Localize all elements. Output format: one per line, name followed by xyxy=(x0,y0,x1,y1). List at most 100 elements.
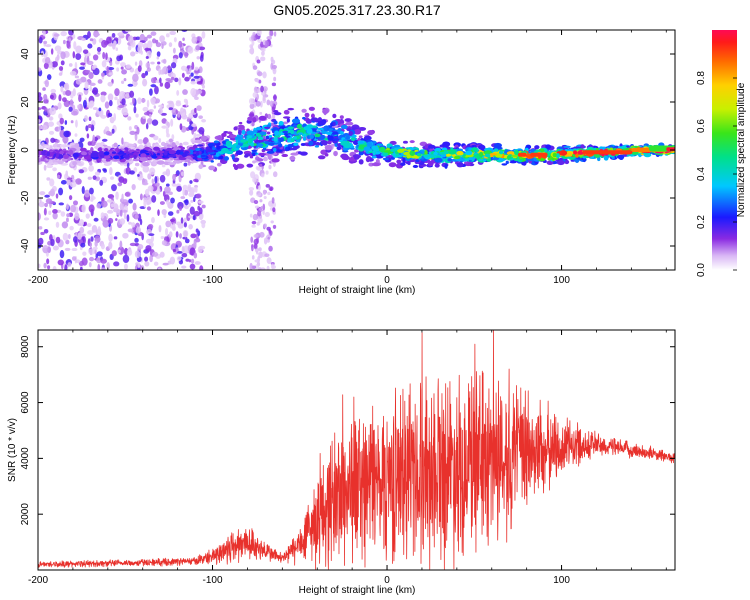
spectrogram-ridge-cell xyxy=(122,154,130,159)
spectrogram-noise-cell xyxy=(145,62,151,69)
spectrogram-noise-cell xyxy=(108,72,114,76)
x-tick-label: 0 xyxy=(384,275,390,286)
spectrogram-noise-cell xyxy=(172,173,176,181)
spectrogram-noise-cell xyxy=(134,82,138,86)
spectrogram-noise-cell xyxy=(108,233,113,242)
spectrogram-noise-cell xyxy=(257,210,262,217)
spectrogram-noise-cell xyxy=(38,263,41,269)
spectrogram-noise-cell xyxy=(156,56,160,60)
spectrogram-ridge-cell xyxy=(552,152,557,158)
spectrogram-noise-cell xyxy=(106,199,113,203)
spectrogram-ridge-cell xyxy=(80,151,88,156)
spectrogram-noise-cell xyxy=(151,217,155,224)
spectrogram-noise-cell xyxy=(123,112,129,116)
x-tick-label: 0 xyxy=(384,575,390,586)
spectrogram-noise-cell xyxy=(43,207,47,216)
spectrogram-noise-cell xyxy=(199,265,204,270)
spectrogram-noise-cell xyxy=(159,35,165,43)
spectrogram-noise-cell xyxy=(144,256,149,262)
spectrogram-noise-cell xyxy=(49,107,57,116)
spectrogram-ridge-cell xyxy=(302,136,307,141)
spectrogram-noise-cell xyxy=(42,87,46,91)
spectrogram-noise-cell xyxy=(78,169,85,174)
spectrogram-noise-cell xyxy=(264,253,270,258)
spectrogram-noise-cell xyxy=(194,261,201,265)
spectrogram-noise-cell xyxy=(127,116,132,121)
spectrogram-ridge-cell xyxy=(242,143,250,147)
spectrogram-noise-cell xyxy=(256,222,260,226)
spectrogram-noise-cell xyxy=(259,199,263,203)
spectrogram-noise-cell xyxy=(159,174,166,183)
spectrogram-noise-cell xyxy=(111,32,116,38)
spectrogram-noise-cell xyxy=(188,74,192,79)
spectrogram-noise-cell xyxy=(271,82,277,87)
spectrogram-ridge-cell xyxy=(555,153,560,159)
colorbar-tick-label: 0.2 xyxy=(696,215,707,229)
spectrogram-noise-cell xyxy=(257,38,263,43)
spectrogram-noise-cell xyxy=(125,64,132,69)
spectrogram-noise-cell xyxy=(142,78,148,87)
spectrogram-ridge-cell xyxy=(223,156,230,161)
spectrogram-noise-cell xyxy=(43,262,47,269)
spectrogram-ridge-cell xyxy=(52,151,56,154)
spectrogram-noise-cell xyxy=(38,95,43,102)
spectrogram-noise-cell xyxy=(249,103,255,110)
spectrogram-ridge-cell xyxy=(215,152,220,157)
spectrogram-noise-cell xyxy=(89,82,96,87)
spectrogram-noise-cell xyxy=(119,90,126,100)
y-tick-label: 40 xyxy=(20,48,31,60)
spectrogram-noise-cell xyxy=(121,98,126,106)
spectrogram-noise-cell xyxy=(146,99,150,108)
spectrogram-noise-cell xyxy=(262,71,267,79)
spectrogram-noise-cell xyxy=(120,62,126,67)
x-tick-label: 100 xyxy=(553,275,570,286)
spectrogram-noise-cell xyxy=(170,76,175,81)
spectrogram-ridge-cell xyxy=(506,155,512,159)
spectrogram-noise-cell xyxy=(168,231,173,238)
spectrogram-ridge-cell xyxy=(478,151,484,157)
spectrogram-noise-cell xyxy=(164,81,171,89)
spectrogram-noise-cell xyxy=(45,198,53,204)
spectrogram-ridge-cell xyxy=(433,151,438,156)
spectrogram-ridge-cell xyxy=(309,134,315,140)
spectrogram-noise-cell xyxy=(142,106,149,112)
spectrogram-ridge-cell xyxy=(285,146,289,152)
spectrogram-noise-cell xyxy=(153,261,159,266)
spectrogram-noise-cell xyxy=(44,57,51,64)
spectrogram-noise-cell xyxy=(117,32,124,37)
spectrogram-ridge-cell xyxy=(275,149,283,152)
spectrogram-noise-cell xyxy=(120,66,124,70)
spectrogram-noise-cell xyxy=(49,188,55,197)
spectrogram-noise-cell xyxy=(254,78,259,83)
spectrogram-ridge-cell xyxy=(353,155,360,160)
spectrogram-ridge-cell xyxy=(573,150,578,155)
spectrogram-ridge-cell xyxy=(274,130,280,136)
spectrogram-noise-cell xyxy=(269,230,273,236)
spectrogram-ridge-cell xyxy=(501,163,508,166)
spectrogram-ridge-cell xyxy=(72,161,78,166)
spectrogram-noise-cell xyxy=(151,119,159,126)
spectrogram-noise-cell xyxy=(167,211,174,216)
spectrogram-ridge-cell xyxy=(211,147,216,151)
spectrogram-noise-cell xyxy=(71,247,78,252)
spectrogram-noise-cell xyxy=(44,202,48,208)
spectrogram-noise-cell xyxy=(131,183,136,191)
spectrogram-noise-cell xyxy=(178,52,183,59)
spectrogram-noise-cell xyxy=(84,115,88,122)
spectrogram-noise-cell xyxy=(97,79,103,84)
spectrogram-noise-cell xyxy=(92,134,96,143)
spectrogram-noise-cell xyxy=(263,195,267,200)
spectrogram-ridge-cell xyxy=(237,124,245,130)
spectrogram-noise-cell xyxy=(60,51,66,60)
spectrogram-noise-cell xyxy=(181,72,185,78)
spectrogram-noise-cell xyxy=(188,224,193,230)
spectrogram-noise-cell xyxy=(74,212,80,221)
spectrogram-noise-cell xyxy=(74,133,78,137)
spectrogram-noise-cell xyxy=(170,197,175,204)
spectrogram-noise-cell xyxy=(114,96,118,101)
spectrogram-noise-cell xyxy=(155,42,162,48)
spectrogram-ridge-cell xyxy=(465,163,471,167)
spectrogram-ridge-cell xyxy=(168,150,176,155)
spectrogram-ridge-cell xyxy=(90,152,99,158)
